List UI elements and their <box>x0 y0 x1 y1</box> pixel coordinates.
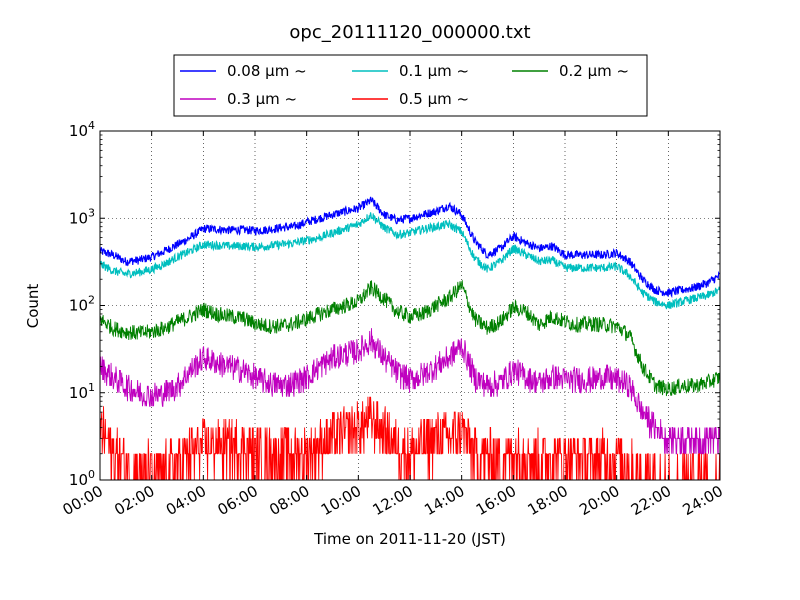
y-tick-labels: 100 101 102 103 104 <box>69 119 95 489</box>
series-line-2 <box>100 212 720 310</box>
y-tick-label: 103 <box>69 206 95 227</box>
y-axis-label: Count <box>24 284 42 329</box>
legend-box <box>173 54 648 117</box>
y-tick-label: 100 <box>69 468 95 489</box>
y-tick-label: 104 <box>69 119 95 140</box>
x-axis-label: Time on 2011-11-20 (JST) <box>313 530 506 548</box>
series-line-5 <box>100 396 720 480</box>
legend-label: 0.08 µm ~ <box>227 62 307 80</box>
series-line-4 <box>100 328 720 455</box>
series-line-1 <box>100 196 720 299</box>
legend: 0.08 µm ~ 0.1 µm ~ 0.2 µm ~ 0.3 µm ~ 0.5 µm … <box>173 54 648 117</box>
series-line-3 <box>100 279 720 397</box>
chart-title: opc_20111120_000000.txt <box>289 22 530 43</box>
y-tick-label: 102 <box>69 294 95 315</box>
legend-label: 0.1 µm ~ <box>399 62 469 80</box>
legend-label: 0.2 µm ~ <box>559 62 629 80</box>
legend-label: 0.3 µm ~ <box>227 90 297 108</box>
axis-ticks <box>99 130 721 481</box>
grid-lines <box>100 131 720 480</box>
series-lines <box>100 196 720 480</box>
legend-label: 0.5 µm ~ <box>399 90 469 108</box>
y-tick-label: 101 <box>69 381 95 402</box>
